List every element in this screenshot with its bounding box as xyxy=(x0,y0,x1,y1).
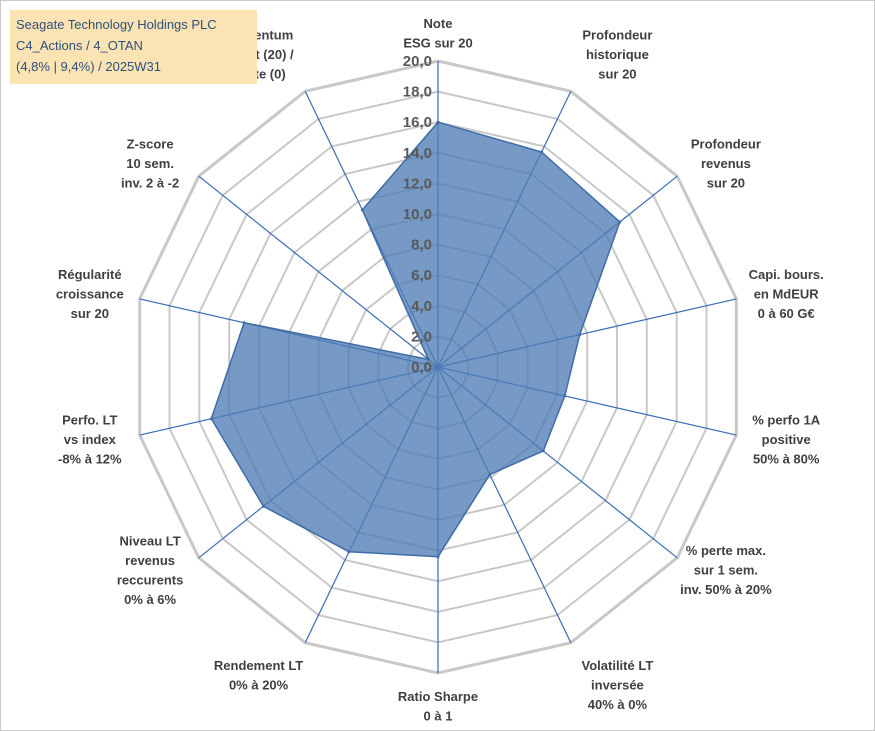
axis-label-line: Régularité xyxy=(58,267,122,282)
axis-label: Z-score 10 sem. inv. 2 à -2 xyxy=(121,137,179,191)
axis-label-line: Volatilité LT xyxy=(582,658,654,673)
axis-label-line: reccurents xyxy=(117,572,183,587)
title-line-1: Seagate Technology Holdings PLC xyxy=(16,17,217,32)
axis-label-line: Note xyxy=(424,16,453,31)
axis-label-line: inv. 50% à 20% xyxy=(680,582,772,597)
data-point xyxy=(360,208,364,212)
axis-label: Ratio Sharpe 0 à 1 xyxy=(398,689,478,724)
axis-label-line: Ratio Sharpe xyxy=(398,689,478,704)
axis-label: Rendement LT 0% à 20% xyxy=(214,658,303,693)
data-point xyxy=(436,555,440,559)
axis-label-line: positive xyxy=(762,432,811,447)
tick-label: 2,0 xyxy=(411,328,432,345)
axis-label-line: Z-score xyxy=(127,137,174,152)
axis-label-line: vs index xyxy=(64,432,117,447)
tick-label: 16,0 xyxy=(403,114,432,131)
axis-label-line: ESG sur 20 xyxy=(403,36,472,51)
axis-label-line: 0% à 6% xyxy=(124,592,176,607)
data-point xyxy=(540,150,544,154)
axis-label: Perfo. LT vs index -8% à 12% xyxy=(58,412,122,466)
axis-label-line: sur 20 xyxy=(707,176,745,191)
data-point xyxy=(541,449,545,453)
axis-label: Capi. bours. en MdEUR 0 à 60 G€ xyxy=(749,267,824,321)
tick-label: 20,0 xyxy=(403,53,432,70)
tick-label: 4,0 xyxy=(411,298,432,315)
axis-label: Régularité croissance sur 20 xyxy=(56,267,124,321)
axis-label-line: historique xyxy=(586,47,649,62)
title-line-3: (4,8% | 9,4%) / 2025W31 xyxy=(16,59,162,74)
axis-label: Profondeur historique sur 20 xyxy=(582,27,652,81)
axis-label-line: Rendement LT xyxy=(214,658,303,673)
axis-label-line: revenus xyxy=(701,156,751,171)
axis-label-line: % perfo 1A xyxy=(752,412,821,427)
axis-label-line: sur 20 xyxy=(71,306,109,321)
axis-label: Volatilité LT inversée 40% à 0% xyxy=(582,658,654,712)
axis-label-line: 50% à 80% xyxy=(753,451,820,466)
tick-label: 12,0 xyxy=(403,175,432,192)
radar-tick-labels: 0,0 2,0 4,0 6,0 8,0 10,0 12,0 14,0 16,0 18,0 20,0 xyxy=(403,53,432,376)
axis-label-line: inversée xyxy=(591,678,644,693)
axis-label: Niveau LT revenus reccurents 0% à 6% xyxy=(117,533,183,607)
axis-label-line: 0 à 1 xyxy=(424,709,453,724)
axis-label-line: -8% à 12% xyxy=(58,451,122,466)
axis-label-line: % perte max. xyxy=(686,543,766,558)
data-point xyxy=(209,417,213,421)
data-point xyxy=(578,333,582,337)
data-point xyxy=(347,550,351,554)
data-point xyxy=(261,504,265,508)
axis-label-line: Niveau LT xyxy=(120,533,181,548)
axis-label: % perfo 1A positive 50% à 80% xyxy=(752,412,821,466)
tick-label: 18,0 xyxy=(403,84,432,101)
tick-label: 6,0 xyxy=(411,267,432,284)
axis-label-line: 10 sem. xyxy=(126,156,174,171)
title-line-2: C4_Actions / 4_OTAN xyxy=(16,38,143,53)
axis-label-line: sur 20 xyxy=(598,66,636,81)
axis-label: Profondeur revenus sur 20 xyxy=(691,137,761,191)
axis-label-line: Profondeur xyxy=(582,27,652,42)
tick-label: 14,0 xyxy=(403,145,432,162)
data-point xyxy=(563,394,567,398)
tick-label: 10,0 xyxy=(403,206,432,223)
axis-label-line: en MdEUR xyxy=(754,287,820,302)
axis-label-line: 0 à 60 G€ xyxy=(758,306,815,321)
data-point xyxy=(426,357,430,361)
axis-label-line: 40% à 0% xyxy=(588,697,648,712)
chart-title-box: Seagate Technology Holdings PLC C4_Actio… xyxy=(10,10,257,84)
data-point xyxy=(488,473,492,476)
axis-label-line: revenus xyxy=(125,553,175,568)
radar-series xyxy=(209,120,622,559)
axis-label-line: Capi. bours. xyxy=(749,267,824,282)
axis-label: % perte max. sur 1 sem. inv. 50% à 20% xyxy=(680,543,772,597)
data-point xyxy=(618,220,622,224)
tick-label: 8,0 xyxy=(411,237,432,254)
tick-label: 0,0 xyxy=(411,359,432,376)
axis-label-line: sur 1 sem. xyxy=(694,563,758,578)
axis-label-line: Profondeur xyxy=(691,137,761,152)
data-point xyxy=(242,321,246,325)
axis-spoke xyxy=(198,175,439,368)
axis-label-line: croissance xyxy=(56,287,124,302)
axis-label-line: Perfo. LT xyxy=(62,412,117,427)
axis-label-line: inv. 2 à -2 xyxy=(121,176,179,191)
axis-label: Note ESG sur 20 xyxy=(403,16,472,51)
data-point xyxy=(436,120,440,124)
axis-label-line: 0% à 20% xyxy=(229,678,289,693)
